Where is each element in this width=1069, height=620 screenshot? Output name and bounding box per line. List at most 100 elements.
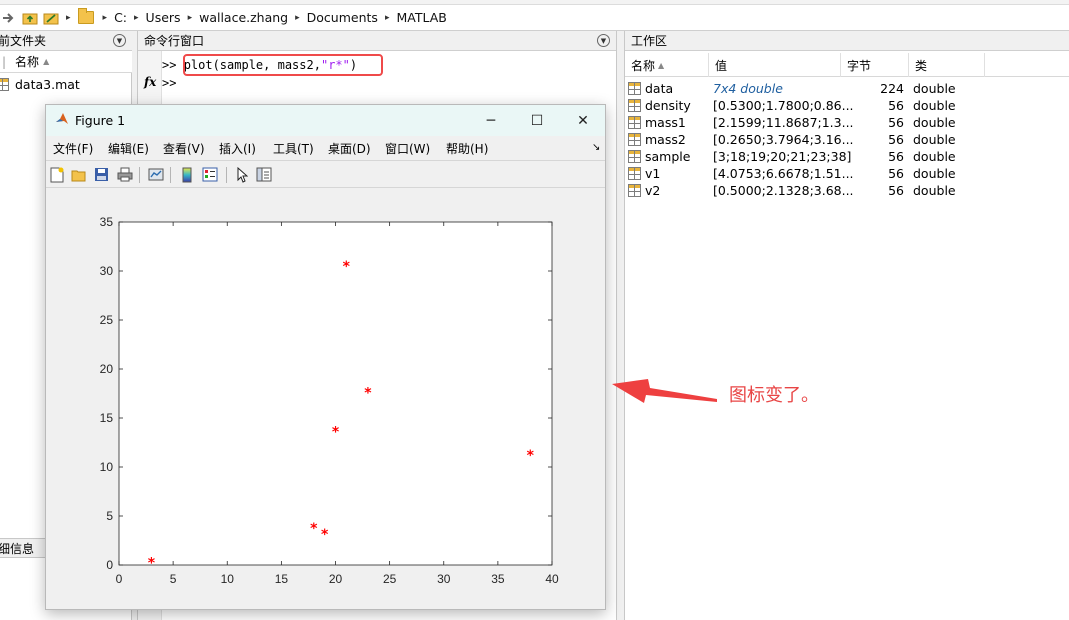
data-point-marker: * xyxy=(321,527,329,543)
x-tick-label: 5 xyxy=(170,572,177,586)
column-value[interactable]: 值 xyxy=(709,53,841,77)
workspace-variable-row[interactable]: density [0.5300;1.7800;0.86... 56 double xyxy=(625,97,1069,114)
x-tick-label: 0 xyxy=(116,572,123,586)
pane-menu-icon[interactable]: ▼ xyxy=(113,34,126,47)
variable-name: data xyxy=(645,81,674,96)
variable-value: [0.5300;1.7800;0.86... xyxy=(713,98,854,113)
toolbar-separator xyxy=(170,167,171,183)
path-segment[interactable]: Users xyxy=(145,10,181,25)
close-button[interactable]: ✕ xyxy=(577,112,589,129)
variable-icon xyxy=(628,184,641,201)
y-tick-label: 35 xyxy=(100,215,114,229)
variable-bytes: 56 xyxy=(888,149,904,164)
menu-desktop[interactable]: 桌面(D) xyxy=(328,142,371,156)
browse-folder-icon[interactable] xyxy=(42,9,60,27)
variable-icon xyxy=(628,167,641,184)
x-tick-label: 25 xyxy=(383,572,397,586)
variable-icon xyxy=(628,99,641,116)
minimize-button[interactable]: ─ xyxy=(486,112,496,129)
data-point-marker: * xyxy=(332,425,340,441)
menu-tools[interactable]: 工具(T) xyxy=(273,142,314,156)
workspace-variable-row[interactable]: v2 [0.5000;2.1328;3.68... 56 double xyxy=(625,182,1069,199)
x-tick-label: 30 xyxy=(437,572,451,586)
details-title: 细信息 xyxy=(0,541,35,556)
variable-class: double xyxy=(913,81,956,96)
ribbon-remnant xyxy=(0,0,1069,5)
variable-class: double xyxy=(913,183,956,198)
maximize-button[interactable]: ☐ xyxy=(530,112,544,129)
menu-help[interactable]: 帮助(H) xyxy=(446,142,489,156)
fx-icon[interactable]: fx xyxy=(144,75,157,89)
workspace-variable-row[interactable]: v1 [4.0753;6.6678;1.51... 56 double xyxy=(625,165,1069,182)
figure-canvas[interactable]: 0 5 10 15 20 25 30 35 40 0 5 10 15 20 25 30 35 * * * * * * * xyxy=(46,189,605,609)
variable-name: sample xyxy=(645,149,691,164)
path-segment[interactable]: C: xyxy=(114,10,128,25)
figure-window[interactable]: Figure 1 ─ ☐ ✕ 文件(F) 编辑(E) 查看(V) 插入(I) 工… xyxy=(45,104,606,610)
menu-view[interactable]: 查看(V) xyxy=(163,142,205,156)
path-segment[interactable]: Documents xyxy=(306,10,378,25)
workspace-variable-row[interactable]: sample [3;18;19;20;21;23;38] 56 double xyxy=(625,148,1069,165)
command-text: plot(sample, mass2, xyxy=(183,58,321,72)
y-tick-label: 15 xyxy=(100,411,114,425)
current-folder-title: 前文件夹 xyxy=(0,34,47,48)
open-file-icon[interactable] xyxy=(70,166,87,183)
menu-insert[interactable]: 插入(I) xyxy=(219,142,256,156)
up-folder-icon[interactable] xyxy=(21,9,39,27)
property-inspector-icon[interactable] xyxy=(255,166,272,183)
link-plot-icon[interactable] xyxy=(147,166,164,183)
save-icon[interactable] xyxy=(93,166,110,183)
path-separator: ▸ xyxy=(134,12,139,23)
figure-titlebar[interactable]: Figure 1 ─ ☐ ✕ xyxy=(46,105,605,136)
menu-edit[interactable]: 编辑(E) xyxy=(108,142,149,156)
pointer-icon[interactable] xyxy=(233,166,250,183)
prompt: >> xyxy=(162,76,177,90)
menu-dock-arrow-icon[interactable]: ↘ xyxy=(592,142,601,153)
variable-class: double xyxy=(913,166,956,181)
command-line[interactable]: >> plot(sample, mass2,"r*") xyxy=(162,58,357,72)
variable-value: [3;18;19;20;21;23;38] xyxy=(713,149,852,164)
menu-file[interactable]: 文件(F) xyxy=(53,142,94,156)
prompt: >> xyxy=(162,58,177,72)
workspace-title: 工作区 xyxy=(631,34,668,48)
file-row[interactable]: data3.mat xyxy=(0,75,80,93)
path-segment[interactable]: wallace.zhang xyxy=(199,10,289,25)
variable-value: [0.5000;2.1328;3.68... xyxy=(713,183,854,198)
pane-menu-icon[interactable]: ▼ xyxy=(597,34,610,47)
workspace-variable-row[interactable]: data 7x4 double 224 double xyxy=(625,80,1069,97)
address-bar: ▸ ▸ C: ▸ Users ▸ wallace.zhang ▸ Documen… xyxy=(0,5,1069,31)
menu-window[interactable]: 窗口(W) xyxy=(385,142,431,156)
variable-icon xyxy=(628,82,641,99)
figure-title: Figure 1 xyxy=(75,113,126,128)
file-column-header[interactable]: | 名称 ▲ xyxy=(0,51,132,73)
column-bytes[interactable]: 字节 xyxy=(841,53,909,77)
column-name[interactable]: 名称 ▲ xyxy=(625,53,709,77)
path-separator: ▸ xyxy=(66,12,71,23)
variable-class: double xyxy=(913,132,956,147)
forward-arrow-icon[interactable] xyxy=(0,9,18,27)
workspace-variable-row[interactable]: mass1 [2.1599;11.8687;1.3... 56 double xyxy=(625,114,1069,131)
workspace-variable-row[interactable]: mass2 [0.2650;3.7964;3.16... 56 double xyxy=(625,131,1069,148)
x-tick-label: 10 xyxy=(221,572,235,586)
variable-class: double xyxy=(913,98,956,113)
column-class[interactable]: 类 xyxy=(909,53,985,77)
variable-class: double xyxy=(913,115,956,130)
colorbar-icon[interactable] xyxy=(178,166,195,183)
legend-icon[interactable] xyxy=(201,166,218,183)
y-tick-label: 25 xyxy=(100,313,114,327)
highlight-box xyxy=(183,54,383,76)
annotation-arrow-icon xyxy=(612,379,717,403)
print-icon[interactable] xyxy=(116,166,133,183)
new-figure-icon[interactable] xyxy=(48,166,65,183)
path-separator: ▸ xyxy=(295,12,300,23)
path-segment[interactable]: MATLAB xyxy=(396,10,447,25)
command-line-empty[interactable]: >> xyxy=(162,76,176,90)
toolbar-separator xyxy=(226,167,227,183)
x-tick-label: 15 xyxy=(275,572,289,586)
path-separator: ▸ xyxy=(187,12,193,23)
mat-file-icon xyxy=(0,77,9,91)
variable-name: v2 xyxy=(645,183,661,198)
column-class-label: 类 xyxy=(915,58,928,73)
workspace-column-header: 名称 ▲ 值 字节 类 xyxy=(625,53,1069,77)
